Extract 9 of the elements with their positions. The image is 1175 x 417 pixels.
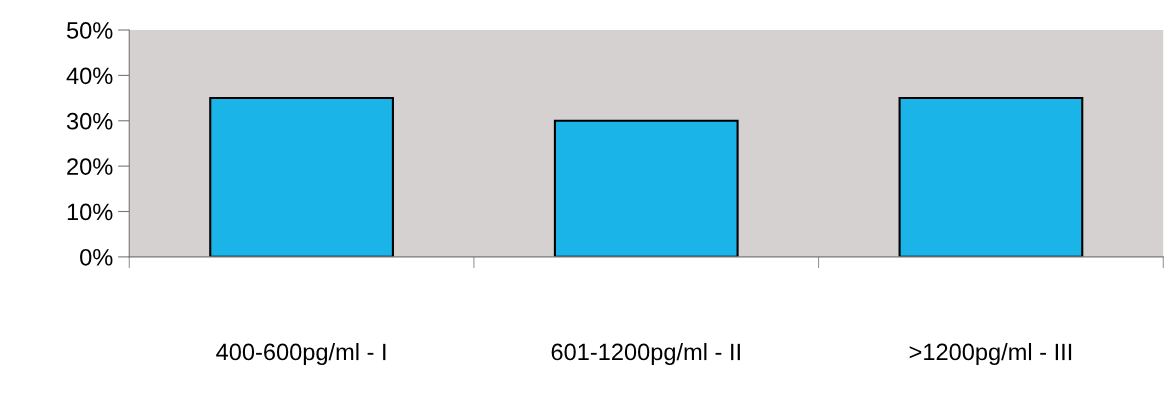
y-tick-label: 10% — [67, 203, 113, 221]
y-tick-label: 0% — [80, 248, 113, 266]
y-tick-label: 30% — [66, 112, 113, 130]
x-tick-label: 400-600pg/ml - I — [216, 342, 386, 365]
y-tick-label: 20% — [67, 158, 113, 175]
y-tick-label: 50% — [66, 22, 113, 39]
x-tick-label: 601-1200pg/ml - II — [551, 342, 740, 365]
y-tick-label: 40% — [66, 67, 113, 85]
x-tick-label: >1200pg/ml - III — [909, 342, 1072, 365]
